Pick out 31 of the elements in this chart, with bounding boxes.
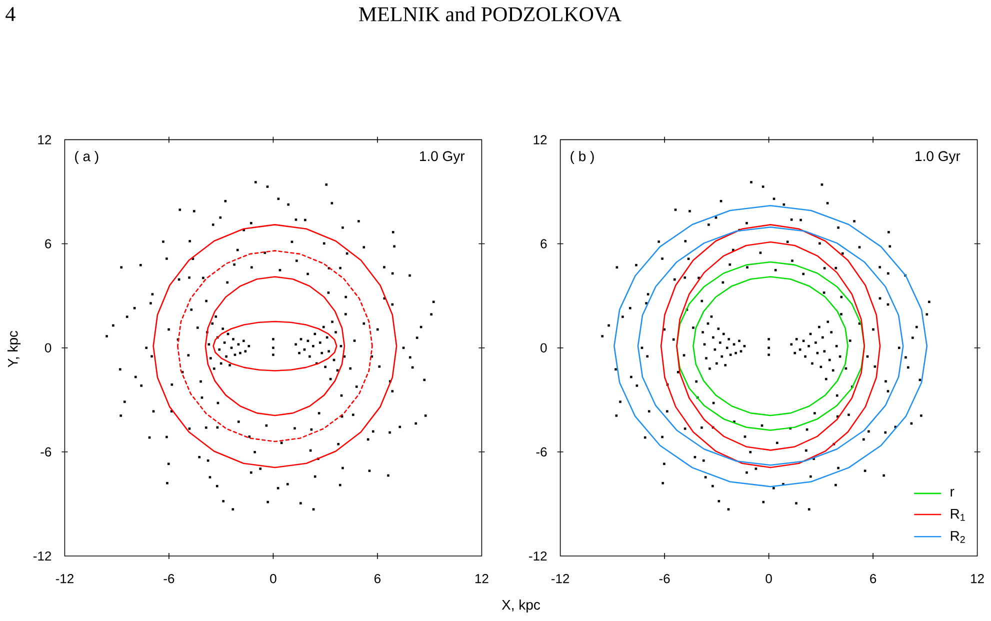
y-tick-label: -6 [40,447,52,457]
annotation: 1.0 Gyr [420,151,465,164]
legend-label: R$_{2}$ [950,531,965,543]
legend-label: r [950,488,954,496]
x-tick-label: 6 [870,574,876,584]
y-tick-label: -12 [33,551,52,561]
x-tick-label: 6 [374,574,381,584]
annotation: 1.0 Gyr [916,151,960,164]
x-tick-label: 0 [766,574,772,584]
y-tick-label: -6 [536,447,547,457]
annotation: ( b ) [570,150,594,164]
x-tick-label: -6 [659,574,670,584]
y-tick-label: 12 [38,135,52,144]
y-tick-label: 6 [540,239,547,248]
x-tick-label: 12 [475,574,488,584]
text: 4 [6,7,16,21]
y-tick-label: 6 [45,239,52,248]
x-tick-label: -12 [551,574,570,584]
x-tick-label: -6 [164,574,174,584]
x-axis-title: X, kpc [502,599,540,613]
legend-label: R$_{1}$ [950,508,965,521]
y-tick-label: -12 [529,551,547,561]
y-tick-label: 0 [540,343,547,352]
x-tick-label: 0 [270,574,276,584]
annotation: ( a ) [75,150,98,164]
y-tick-label: 0 [44,343,52,352]
y-tick-label: 12 [534,135,547,144]
x-tick-label: 12 [971,574,984,584]
text: MELNIK and PODZOLKOVA [358,6,622,22]
y-axis-title: Y, kpc [7,330,21,368]
x-tick-label: -12 [56,574,74,584]
